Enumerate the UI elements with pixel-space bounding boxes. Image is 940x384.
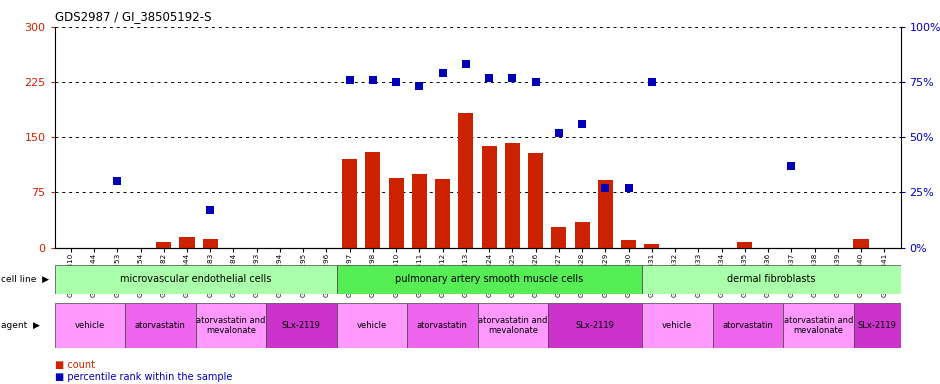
Point: [644, 79, 659, 85]
Bar: [478, 303, 548, 348]
Text: atorvastatin: atorvastatin: [722, 321, 774, 330]
Bar: [196, 303, 266, 348]
Point: [505, 74, 520, 81]
Bar: [481, 146, 496, 248]
Bar: [459, 113, 474, 248]
Point: [459, 61, 474, 68]
Text: atorvastatin: atorvastatin: [416, 321, 468, 330]
Bar: [337, 303, 407, 348]
Text: cell line  ▶: cell line ▶: [1, 275, 49, 284]
Bar: [642, 265, 901, 294]
Text: ■ count: ■ count: [55, 360, 95, 370]
Point: [435, 70, 450, 76]
Point: [412, 83, 427, 89]
Point: [598, 185, 613, 191]
Bar: [854, 239, 869, 248]
Bar: [125, 303, 196, 348]
Bar: [337, 265, 642, 294]
Text: ■ percentile rank within the sample: ■ percentile rank within the sample: [55, 372, 232, 382]
Text: agent  ▶: agent ▶: [1, 321, 39, 330]
Bar: [55, 303, 125, 348]
Bar: [713, 303, 783, 348]
Point: [203, 207, 218, 213]
Text: vehicle: vehicle: [662, 321, 693, 330]
Bar: [783, 303, 854, 348]
Point: [481, 74, 496, 81]
Bar: [598, 180, 613, 248]
Point: [342, 77, 357, 83]
Point: [366, 77, 381, 83]
Text: atorvastatin and
mevalonate: atorvastatin and mevalonate: [478, 316, 547, 335]
Bar: [574, 222, 589, 248]
Bar: [505, 143, 520, 248]
Point: [621, 185, 636, 191]
Text: atorvastatin and
mevalonate: atorvastatin and mevalonate: [784, 316, 853, 335]
Text: atorvastatin and
mevalonate: atorvastatin and mevalonate: [196, 316, 265, 335]
Bar: [366, 152, 381, 248]
Point: [528, 79, 543, 85]
Bar: [435, 179, 450, 248]
Bar: [644, 244, 659, 248]
Text: atorvastatin: atorvastatin: [134, 321, 186, 330]
Bar: [737, 242, 752, 248]
Text: vehicle: vehicle: [74, 321, 105, 330]
Bar: [552, 227, 567, 248]
Bar: [528, 154, 543, 248]
Bar: [203, 239, 218, 248]
Text: GDS2987 / GI_38505192-S: GDS2987 / GI_38505192-S: [55, 10, 211, 23]
Bar: [854, 303, 901, 348]
Bar: [266, 303, 337, 348]
Bar: [55, 265, 337, 294]
Bar: [412, 174, 427, 248]
Point: [110, 178, 125, 185]
Bar: [642, 303, 713, 348]
Bar: [180, 237, 195, 248]
Bar: [621, 240, 636, 248]
Point: [784, 163, 799, 169]
Point: [388, 79, 403, 85]
Bar: [342, 159, 357, 248]
Text: pulmonary artery smooth muscle cells: pulmonary artery smooth muscle cells: [395, 274, 584, 285]
Bar: [388, 178, 403, 248]
Bar: [548, 303, 642, 348]
Text: microvascular endothelial cells: microvascular endothelial cells: [119, 274, 272, 285]
Bar: [407, 303, 478, 348]
Bar: [156, 242, 171, 248]
Text: SLx-2119: SLx-2119: [282, 321, 321, 330]
Text: SLx-2119: SLx-2119: [857, 321, 897, 330]
Text: dermal fibroblasts: dermal fibroblasts: [727, 274, 816, 285]
Point: [574, 121, 589, 127]
Point: [552, 130, 567, 136]
Text: vehicle: vehicle: [356, 321, 387, 330]
Text: SLx-2119: SLx-2119: [575, 321, 615, 330]
